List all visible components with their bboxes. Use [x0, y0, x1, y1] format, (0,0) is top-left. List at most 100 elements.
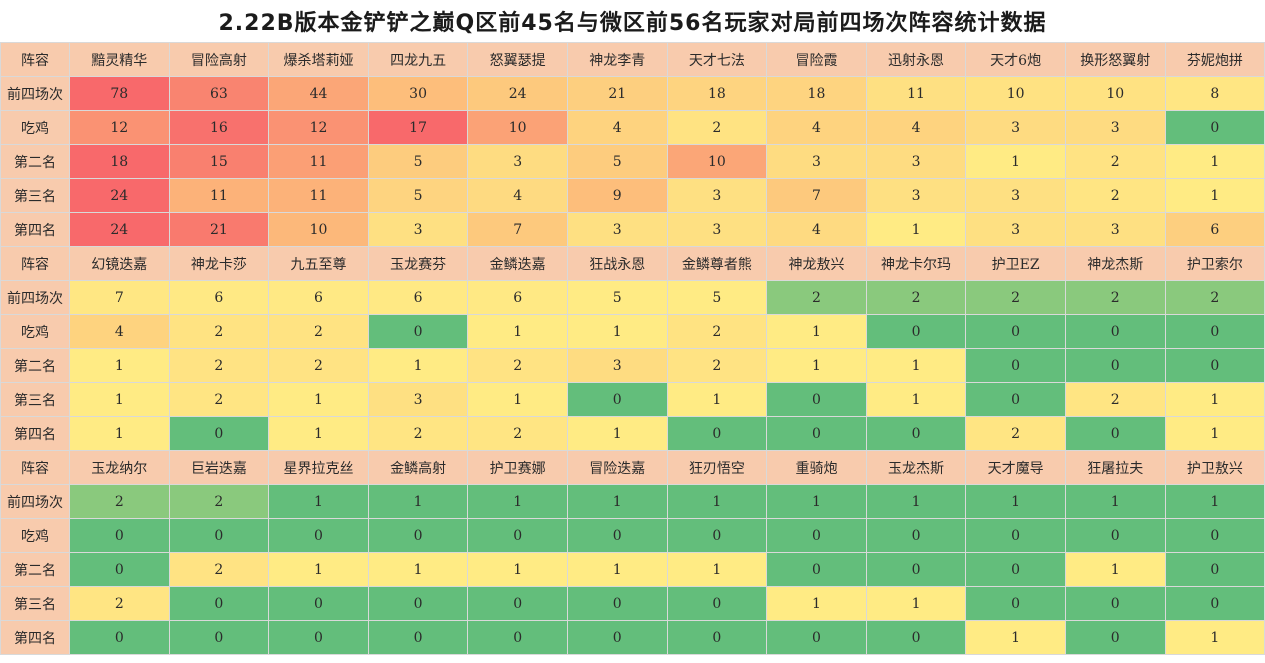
value-cell[interactable]: 0	[965, 382, 1066, 417]
value-cell[interactable]: 1	[965, 144, 1066, 179]
value-cell[interactable]: 2	[69, 484, 170, 519]
value-cell[interactable]: 10	[666, 144, 768, 179]
composition-name-cell[interactable]: 九五至尊	[268, 246, 369, 281]
value-cell[interactable]: 1	[766, 586, 867, 621]
value-cell[interactable]: 18	[766, 76, 867, 111]
value-cell[interactable]: 0	[965, 518, 1066, 553]
value-cell[interactable]: 3	[965, 212, 1066, 247]
value-cell[interactable]: 63	[168, 76, 270, 111]
value-cell[interactable]: 4	[865, 110, 967, 145]
value-cell[interactable]: 2	[168, 552, 270, 587]
composition-name-cell[interactable]: 护卫EZ	[965, 246, 1066, 281]
value-cell[interactable]: 2	[1064, 144, 1166, 179]
row-label-cell[interactable]: 第四名	[0, 620, 70, 655]
composition-name-cell[interactable]: 天才魔导	[965, 450, 1066, 485]
value-cell[interactable]: 0	[666, 518, 768, 553]
value-cell[interactable]: 1	[467, 314, 568, 349]
value-cell[interactable]: 15	[168, 144, 270, 179]
row-label-cell[interactable]: 前四场次	[0, 76, 70, 111]
value-cell[interactable]: 4	[766, 110, 867, 145]
value-cell[interactable]: 0	[865, 552, 967, 587]
value-cell[interactable]: 1	[268, 552, 369, 587]
value-cell[interactable]: 2	[1164, 280, 1265, 315]
value-cell[interactable]: 8	[1164, 76, 1265, 111]
composition-name-cell[interactable]: 金鳞尊者熊	[666, 246, 768, 281]
value-cell[interactable]: 0	[1064, 518, 1166, 553]
value-cell[interactable]: 1	[1164, 382, 1265, 417]
value-cell[interactable]: 1	[1164, 144, 1265, 179]
value-cell[interactable]: 1	[69, 416, 170, 451]
value-cell[interactable]: 2	[965, 416, 1066, 451]
value-cell[interactable]: 2	[168, 484, 270, 519]
value-cell[interactable]: 0	[1164, 348, 1265, 383]
value-cell[interactable]: 1	[1164, 178, 1265, 213]
value-cell[interactable]: 1	[467, 484, 568, 519]
composition-name-cell[interactable]: 冒险迭嘉	[566, 450, 668, 485]
composition-name-cell[interactable]: 四龙九五	[367, 42, 469, 77]
value-cell[interactable]: 0	[367, 586, 469, 621]
value-cell[interactable]: 0	[865, 416, 967, 451]
value-cell[interactable]: 0	[69, 552, 170, 587]
value-cell[interactable]: 0	[566, 382, 668, 417]
value-cell[interactable]: 2	[69, 586, 170, 621]
row-label-cell[interactable]: 前四场次	[0, 280, 70, 315]
value-cell[interactable]: 3	[566, 348, 668, 383]
value-cell[interactable]: 11	[268, 178, 369, 213]
value-cell[interactable]: 2	[467, 348, 568, 383]
value-cell[interactable]: 11	[168, 178, 270, 213]
value-cell[interactable]: 44	[268, 76, 369, 111]
composition-name-cell[interactable]: 黯灵精华	[69, 42, 170, 77]
value-cell[interactable]: 1	[1164, 620, 1265, 655]
value-cell[interactable]: 1	[766, 314, 867, 349]
value-cell[interactable]: 7	[467, 212, 568, 247]
composition-name-cell[interactable]: 玉龙杰斯	[865, 450, 967, 485]
composition-name-cell[interactable]: 金鳞高射	[367, 450, 469, 485]
row-label-cell[interactable]: 第四名	[0, 416, 70, 451]
row-label-cell[interactable]: 第二名	[0, 348, 70, 383]
value-cell[interactable]: 6	[268, 280, 369, 315]
value-cell[interactable]: 30	[367, 76, 469, 111]
value-cell[interactable]: 12	[268, 110, 369, 145]
value-cell[interactable]: 3	[965, 110, 1066, 145]
value-cell[interactable]: 0	[168, 416, 270, 451]
value-cell[interactable]: 3	[766, 144, 867, 179]
composition-name-cell[interactable]: 怒翼瑟提	[467, 42, 568, 77]
value-cell[interactable]: 2	[168, 314, 270, 349]
value-cell[interactable]: 3	[965, 178, 1066, 213]
value-cell[interactable]: 1	[965, 620, 1066, 655]
value-cell[interactable]: 1	[69, 348, 170, 383]
value-cell[interactable]: 1	[865, 382, 967, 417]
value-cell[interactable]: 0	[865, 518, 967, 553]
value-cell[interactable]: 2	[168, 382, 270, 417]
composition-name-cell[interactable]: 金鳞迭嘉	[467, 246, 568, 281]
value-cell[interactable]: 1	[666, 382, 768, 417]
value-cell[interactable]: 3	[666, 212, 768, 247]
value-cell[interactable]: 1	[865, 586, 967, 621]
composition-name-cell[interactable]: 护卫敖兴	[1164, 450, 1265, 485]
value-cell[interactable]: 0	[268, 586, 369, 621]
value-cell[interactable]: 10	[467, 110, 568, 145]
value-cell[interactable]: 2	[1064, 178, 1166, 213]
composition-name-cell[interactable]: 神龙卡尔玛	[865, 246, 967, 281]
value-cell[interactable]: 16	[168, 110, 270, 145]
header-label-cell[interactable]: 阵容	[0, 246, 70, 281]
value-cell[interactable]: 4	[467, 178, 568, 213]
value-cell[interactable]: 0	[168, 518, 270, 553]
value-cell[interactable]: 2	[268, 348, 369, 383]
composition-name-cell[interactable]: 重骑炮	[766, 450, 867, 485]
value-cell[interactable]: 0	[467, 620, 568, 655]
value-cell[interactable]: 1	[965, 484, 1066, 519]
row-label-cell[interactable]: 第三名	[0, 382, 70, 417]
value-cell[interactable]: 0	[168, 620, 270, 655]
value-cell[interactable]: 24	[467, 76, 568, 111]
row-label-cell[interactable]: 第三名	[0, 586, 70, 621]
value-cell[interactable]: 78	[69, 76, 170, 111]
row-label-cell[interactable]: 吃鸡	[0, 110, 70, 145]
value-cell[interactable]: 1	[766, 484, 867, 519]
value-cell[interactable]: 3	[467, 144, 568, 179]
value-cell[interactable]: 3	[1064, 110, 1166, 145]
value-cell[interactable]: 17	[367, 110, 469, 145]
value-cell[interactable]: 11	[268, 144, 369, 179]
value-cell[interactable]: 1	[268, 416, 369, 451]
value-cell[interactable]: 0	[865, 620, 967, 655]
